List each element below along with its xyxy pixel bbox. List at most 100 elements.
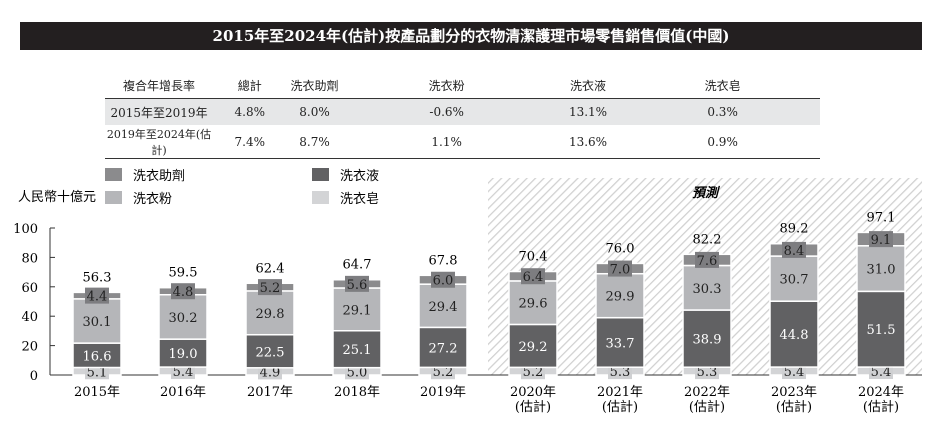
bar-segment bbox=[856, 290, 906, 368]
table-row: 2019年至2024年(估計) 7.4% 8.7% 1.1% 13.6% 0.9… bbox=[105, 125, 820, 159]
legend-label: 洗衣助劑 bbox=[133, 168, 185, 184]
bar-segment bbox=[158, 338, 208, 368]
data-label: 29.2 bbox=[519, 340, 548, 355]
x-tick-label: (估計) bbox=[863, 399, 899, 415]
data-label: 22.5 bbox=[256, 345, 285, 360]
total-label: 56.3 bbox=[83, 270, 112, 285]
total-label: 82.2 bbox=[693, 232, 722, 247]
bar-segment bbox=[682, 264, 732, 311]
x-tick-label: 2023年 bbox=[771, 385, 817, 400]
legend-swatch bbox=[105, 191, 122, 204]
data-label: 5.0 bbox=[347, 365, 368, 380]
data-label: 7.0 bbox=[610, 263, 631, 278]
data-label: 27.2 bbox=[429, 341, 458, 356]
data-label: 33.7 bbox=[606, 336, 635, 351]
total-label: 70.4 bbox=[519, 250, 548, 265]
data-label: 31.0 bbox=[867, 263, 896, 278]
x-tick-label: 2020年 bbox=[510, 385, 556, 400]
data-label: 25.1 bbox=[343, 343, 372, 358]
x-tick-label: (估計) bbox=[776, 399, 812, 415]
data-label-box bbox=[171, 283, 195, 300]
bar-segment bbox=[72, 298, 122, 344]
y-tick-label: 0 bbox=[30, 369, 38, 384]
data-label: 30.7 bbox=[780, 273, 809, 288]
table-cell: 2019年至2024年(估計) bbox=[105, 125, 214, 159]
table-cell: 0.3% bbox=[625, 98, 820, 126]
data-label: 30.3 bbox=[693, 282, 722, 297]
x-tick-label: 2015年 bbox=[74, 385, 120, 400]
y-tick-label: 60 bbox=[21, 281, 38, 296]
data-label: 44.8 bbox=[780, 328, 809, 343]
bar-segment bbox=[332, 330, 382, 369]
x-tick-label: (估計) bbox=[602, 399, 638, 415]
bar-segment bbox=[508, 323, 558, 369]
table-cell: -0.6% bbox=[342, 98, 551, 126]
bar-segment bbox=[245, 333, 295, 369]
table-cell: 7.4% bbox=[213, 125, 287, 159]
data-label: 6.0 bbox=[433, 274, 454, 289]
data-label: 4.4 bbox=[87, 290, 108, 305]
bar-segment bbox=[595, 272, 645, 319]
data-label-box bbox=[258, 279, 282, 296]
data-label: 5.4 bbox=[173, 365, 194, 380]
data-label: 7.6 bbox=[697, 254, 718, 269]
data-label: 4.9 bbox=[260, 365, 281, 380]
table-cell: 1.1% bbox=[342, 125, 551, 159]
x-tick-label: 2018年 bbox=[334, 385, 380, 400]
data-label: 16.6 bbox=[83, 349, 112, 364]
bar-segment bbox=[682, 309, 732, 368]
table-cell: 4.8% bbox=[213, 98, 287, 126]
data-label: 8.4 bbox=[784, 244, 805, 259]
x-tick-label: (估計) bbox=[515, 399, 551, 415]
header-cell: 總計 bbox=[237, 78, 262, 93]
header-cell: 洗衣助劑 bbox=[290, 78, 339, 93]
data-label: 5.4 bbox=[871, 365, 892, 380]
y-tick-label: 80 bbox=[21, 251, 38, 266]
data-label: 29.6 bbox=[519, 297, 548, 312]
header-cell: 洗衣液 bbox=[570, 78, 607, 93]
total-label: 89.2 bbox=[780, 222, 809, 237]
data-label-box bbox=[695, 251, 719, 268]
table-cell: 2015年至2019年 bbox=[105, 98, 214, 126]
x-tick-label: (估計) bbox=[689, 399, 725, 415]
table-cell: 0.9% bbox=[625, 125, 820, 159]
data-label: 5.2 bbox=[260, 281, 281, 296]
legend-swatch bbox=[312, 168, 329, 181]
x-tick-label: 2019年 bbox=[420, 385, 466, 400]
data-label: 29.8 bbox=[256, 307, 285, 322]
bar-segment bbox=[72, 342, 122, 369]
data-label: 5.2 bbox=[433, 365, 454, 380]
data-label: 29.9 bbox=[606, 290, 635, 305]
data-label: 30.1 bbox=[83, 315, 112, 330]
table-cell: 8.0% bbox=[286, 98, 343, 126]
table-cell: 13.6% bbox=[550, 125, 626, 159]
data-label: 51.5 bbox=[867, 323, 896, 338]
data-label: 4.8 bbox=[173, 285, 194, 300]
x-tick-label: 2016年 bbox=[160, 385, 206, 400]
data-label: 5.1 bbox=[87, 365, 108, 380]
data-label: 9.1 bbox=[871, 233, 892, 248]
table-header-row: 複合年增長率 總計 洗衣助劑 洗衣粉 洗衣液 洗衣皂 bbox=[105, 72, 820, 99]
data-label: 19.0 bbox=[169, 347, 198, 362]
total-label: 64.7 bbox=[343, 258, 372, 273]
data-label-box bbox=[431, 271, 455, 288]
legend-label: 洗衣粉 bbox=[133, 191, 172, 207]
forecast-label: 預測 bbox=[692, 185, 721, 201]
data-label: 5.6 bbox=[347, 278, 368, 293]
data-label: 30.2 bbox=[169, 311, 198, 326]
bar-segment bbox=[856, 245, 906, 293]
legend-label: 洗衣液 bbox=[340, 168, 379, 184]
table-cell: 8.7% bbox=[286, 125, 343, 159]
y-axis-label: 人民幣十億元 bbox=[18, 189, 96, 205]
data-label: 38.9 bbox=[693, 333, 722, 348]
data-label: 5.2 bbox=[523, 365, 544, 380]
data-label-box bbox=[782, 241, 806, 258]
data-label-box bbox=[85, 287, 109, 304]
data-label: 29.4 bbox=[429, 300, 458, 315]
total-label: 62.4 bbox=[256, 261, 285, 276]
data-label-box bbox=[869, 231, 893, 248]
total-label: 76.0 bbox=[606, 241, 635, 256]
x-tick-label: 2022年 bbox=[684, 385, 730, 400]
total-label: 67.8 bbox=[429, 253, 458, 268]
